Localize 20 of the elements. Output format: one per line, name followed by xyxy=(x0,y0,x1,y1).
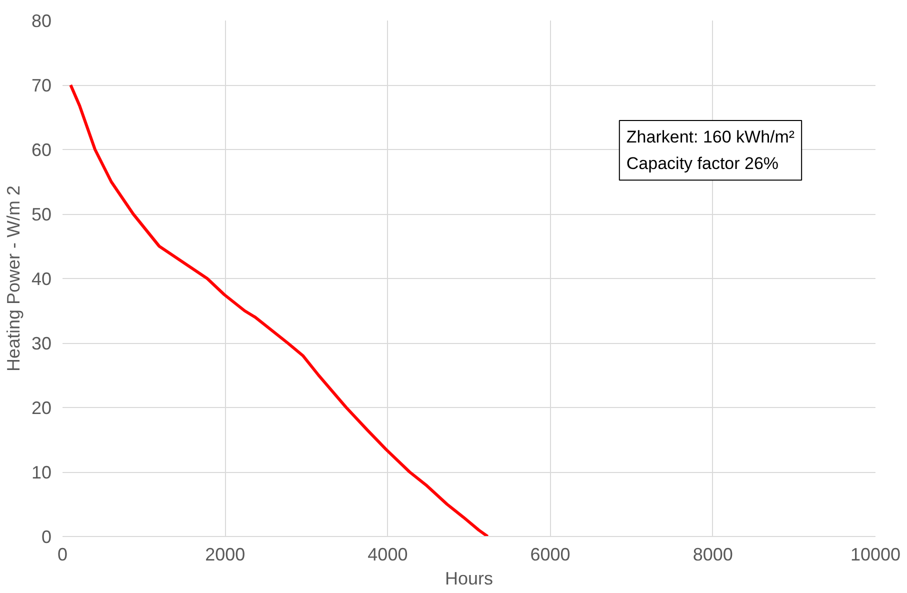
y-tick-label: 80 xyxy=(31,11,52,31)
y-tick-label: 40 xyxy=(31,269,52,289)
x-axis-title: Hours xyxy=(444,568,494,588)
x-tick-label: 6000 xyxy=(530,544,570,564)
annotation: Zharkent: 160 kWh/m² xyxy=(626,127,795,146)
x-tick-label: 4000 xyxy=(368,544,408,564)
x-tick-label: 10000 xyxy=(850,544,901,564)
y-tick-label: 10 xyxy=(31,462,52,482)
line-series xyxy=(69,84,490,536)
y-tick-label: 20 xyxy=(31,398,52,418)
annotation: Capacity factor 26% xyxy=(626,154,779,174)
x-tick-label: 0 xyxy=(57,544,68,564)
y-tick-label: 30 xyxy=(31,334,52,354)
x-tick-label: 8000 xyxy=(692,544,733,564)
y-tick-label: 0 xyxy=(41,527,52,547)
y-tick-label: 70 xyxy=(31,76,52,96)
y-tick-label: 50 xyxy=(31,204,52,224)
y-tick-label: 60 xyxy=(31,140,52,160)
x-tick-label: 2000 xyxy=(205,544,246,564)
y-axis-title: Heating Power - W/m 2 xyxy=(3,185,24,372)
